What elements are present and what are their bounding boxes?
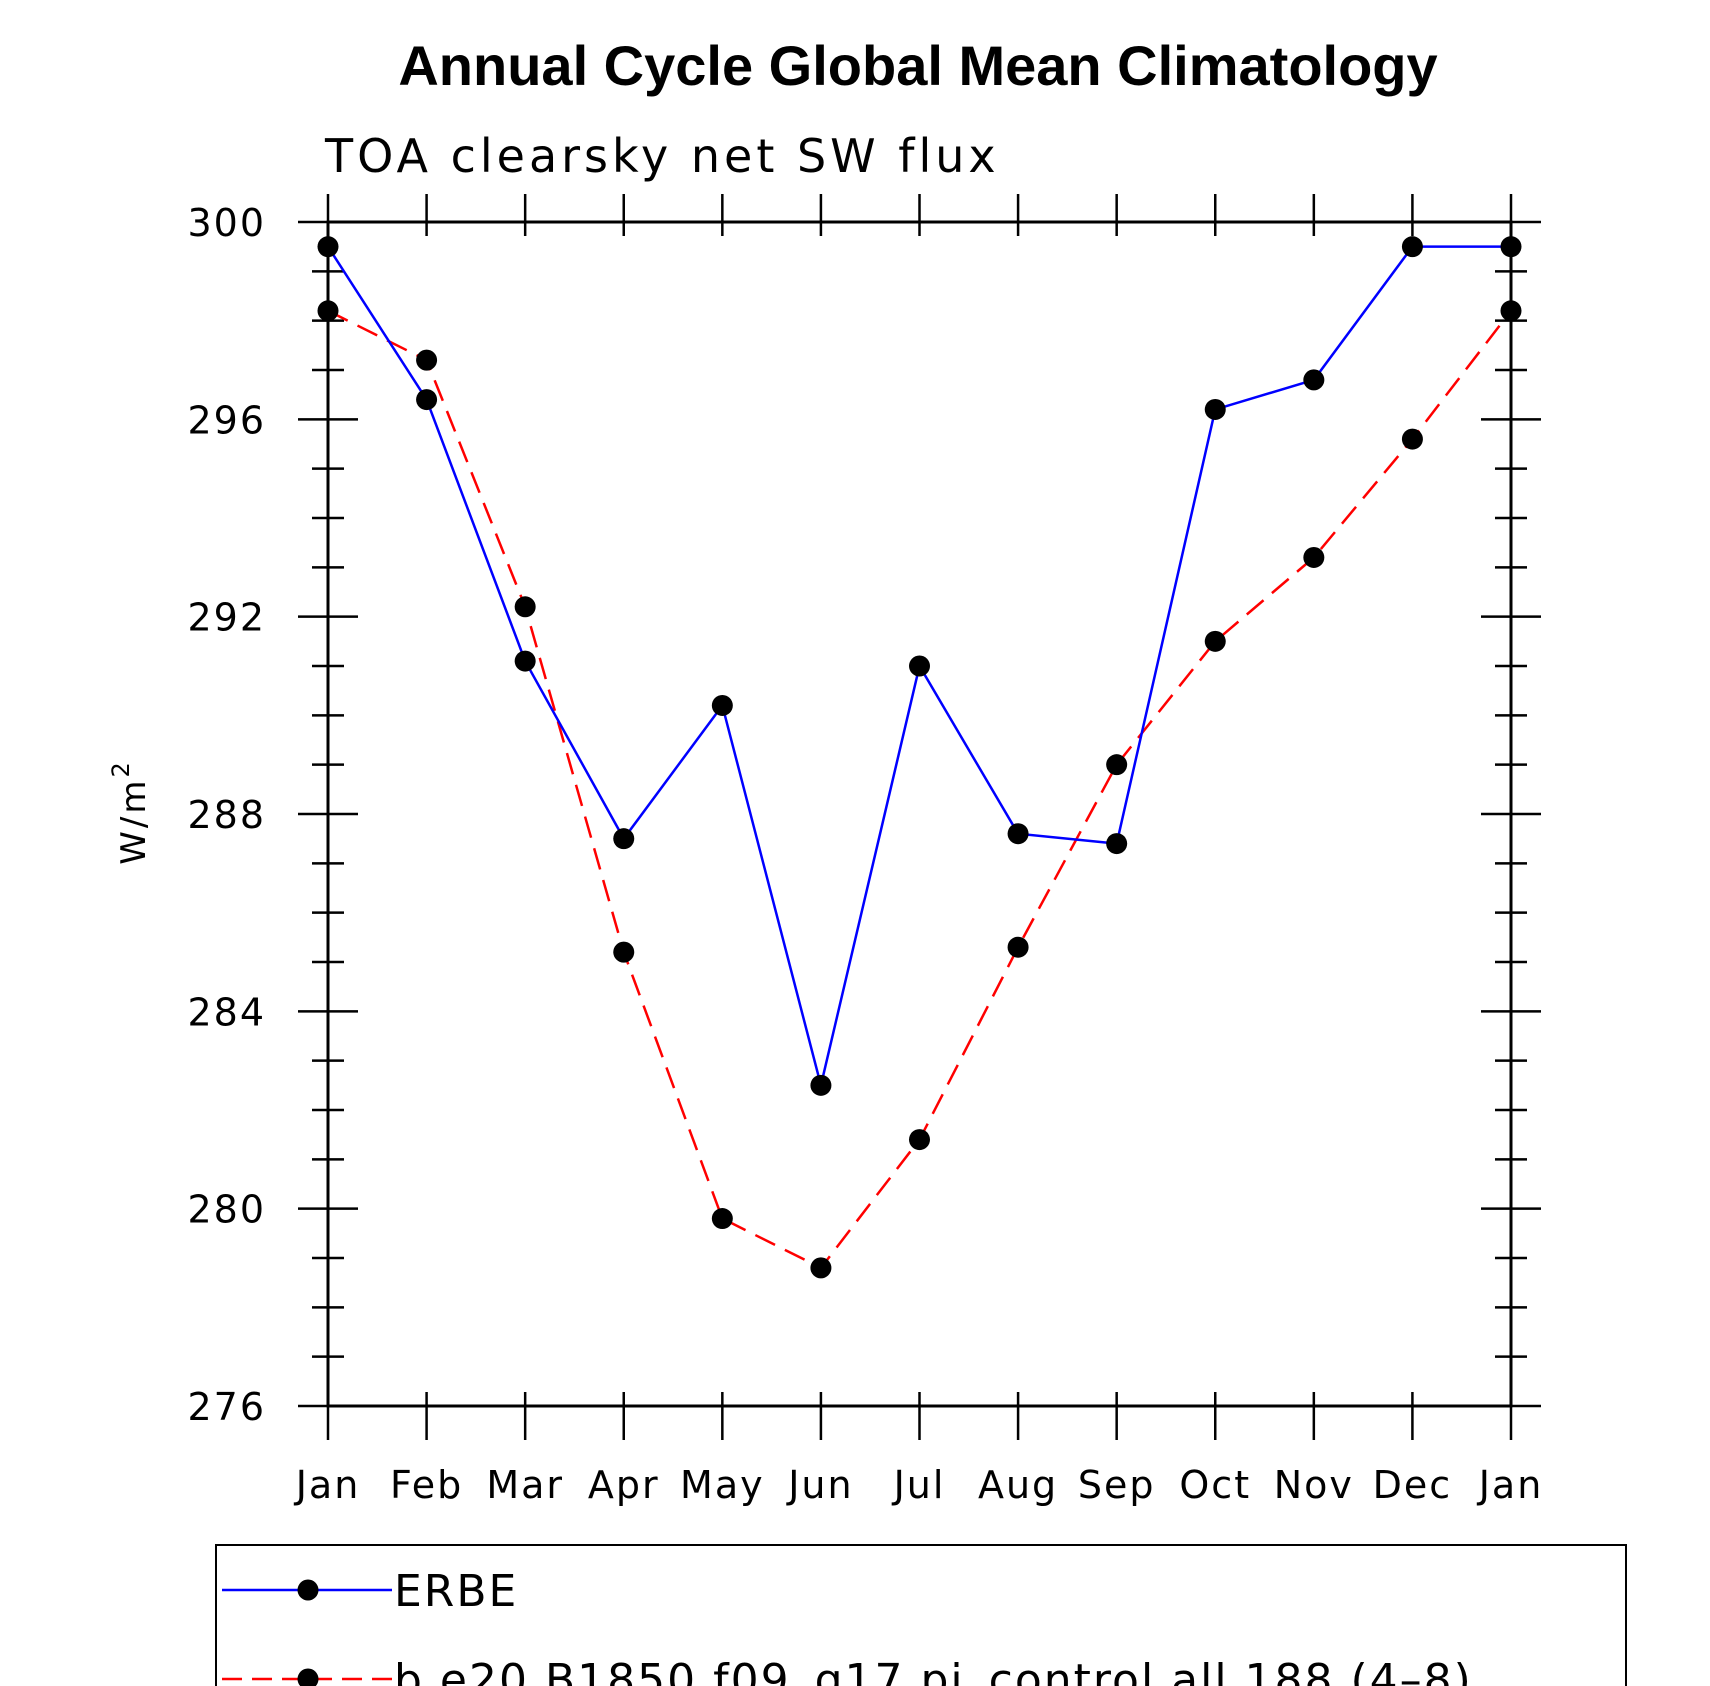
data-point	[810, 1074, 832, 1096]
legend-entries: ERBE b.e20.B1850.f09_g17.pi_control.all.1…	[222, 1566, 1473, 1686]
x-tick-label: Apr	[588, 1463, 660, 1507]
data-point	[416, 349, 438, 371]
x-tick-label: Feb	[390, 1463, 463, 1507]
legend-entry: ERBE	[222, 1566, 518, 1617]
chart-title: Annual Cycle Global Mean Climatology	[398, 34, 1437, 97]
data-point	[1401, 236, 1423, 258]
x-tick-label: Aug	[978, 1463, 1058, 1507]
y-axis-label-superscript: 2	[107, 759, 135, 777]
x-tick-labels: Jan Feb Mar Apr May Jun Jul Aug Sep Oct Nov Dec Jan	[294, 1463, 1544, 1507]
data-point	[1303, 369, 1325, 391]
y-tick-label: 276	[187, 1385, 266, 1429]
data-point	[514, 650, 536, 672]
x-tick-label: Dec	[1373, 1463, 1453, 1507]
y-tick-label: 300	[187, 201, 266, 245]
legend-marker	[297, 1579, 319, 1601]
y-tick-label: 280	[187, 1188, 266, 1232]
axis-ticks	[298, 194, 1541, 1440]
svg-text:W/m2: W/m2	[107, 759, 154, 864]
x-tick-label: Nov	[1274, 1463, 1354, 1507]
series-dashed	[317, 300, 1522, 1279]
x-tick-label: Jul	[892, 1463, 946, 1507]
chart-subtitle: TOA clearsky net SW flux	[324, 129, 1000, 183]
data-point	[416, 389, 438, 411]
y-tick-label: 288	[187, 793, 266, 837]
plot-frame	[326, 220, 1513, 1408]
data-point	[1500, 300, 1522, 322]
x-tick-label: Mar	[486, 1463, 564, 1507]
data-point	[1401, 428, 1423, 450]
legend-entry: b.e20.B1850.f09_g17.pi_control.all.188 (…	[222, 1655, 1473, 1686]
y-tick-label: 284	[187, 990, 266, 1034]
x-tick-label: Sep	[1078, 1463, 1156, 1507]
data-point	[1500, 236, 1522, 258]
data-point	[711, 1208, 733, 1230]
y-tick-label: 296	[187, 398, 266, 442]
data-point	[909, 655, 930, 677]
x-tick-label: Jan	[294, 1463, 361, 1507]
y-tick-label: 292	[187, 596, 266, 640]
legend-label: ERBE	[394, 1566, 518, 1617]
series-solid	[317, 236, 1522, 1096]
data-point	[1007, 936, 1029, 958]
data-point	[1106, 754, 1128, 776]
x-tick-label: Oct	[1179, 1463, 1251, 1507]
x-tick-label: May	[680, 1463, 765, 1507]
data-point	[613, 941, 635, 963]
legend: ERBE b.e20.B1850.f09_g17.pi_control.all.1…	[215, 1544, 1627, 1686]
data-point	[810, 1257, 832, 1279]
y-tick-labels: 276 280 284 288 292 296 300	[187, 201, 266, 1429]
legend-label: b.e20.B1850.f09_g17.pi_control.all.188 (…	[394, 1655, 1473, 1686]
series-layer	[317, 236, 1522, 1279]
data-point	[317, 236, 339, 258]
y-axis-label-text: W/m	[114, 778, 154, 865]
data-point	[514, 596, 536, 618]
series-line	[327, 309, 1512, 1270]
legend-marker	[297, 1668, 319, 1686]
data-point	[1303, 546, 1325, 568]
x-tick-label: Jun	[786, 1463, 853, 1507]
data-point	[1204, 398, 1226, 420]
data-point	[613, 828, 635, 850]
legend-box	[215, 1544, 1627, 1686]
data-point	[317, 300, 339, 322]
data-point	[909, 1129, 930, 1151]
data-point	[1007, 823, 1029, 845]
data-point	[1106, 833, 1128, 855]
data-point	[1204, 630, 1226, 652]
y-axis-label: W/m2	[107, 759, 154, 864]
data-point	[711, 694, 733, 716]
x-tick-label: Jan	[1477, 1463, 1544, 1507]
